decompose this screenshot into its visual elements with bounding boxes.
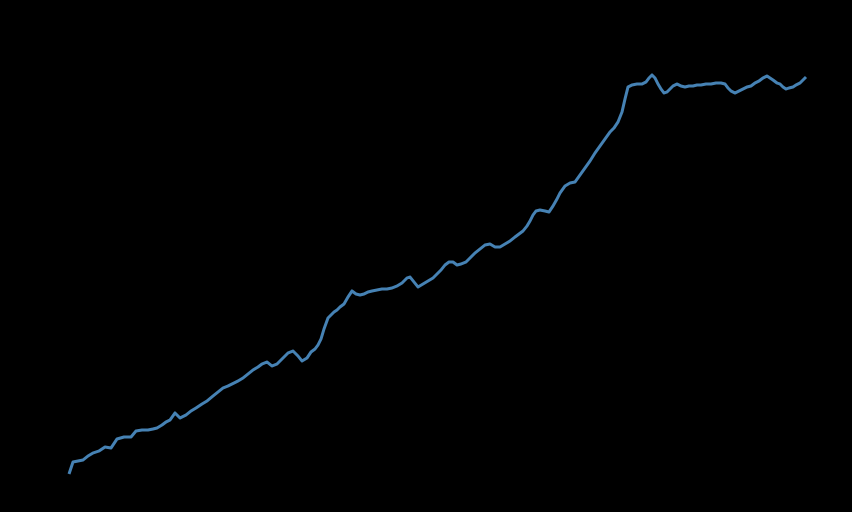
line-series <box>67 73 808 475</box>
